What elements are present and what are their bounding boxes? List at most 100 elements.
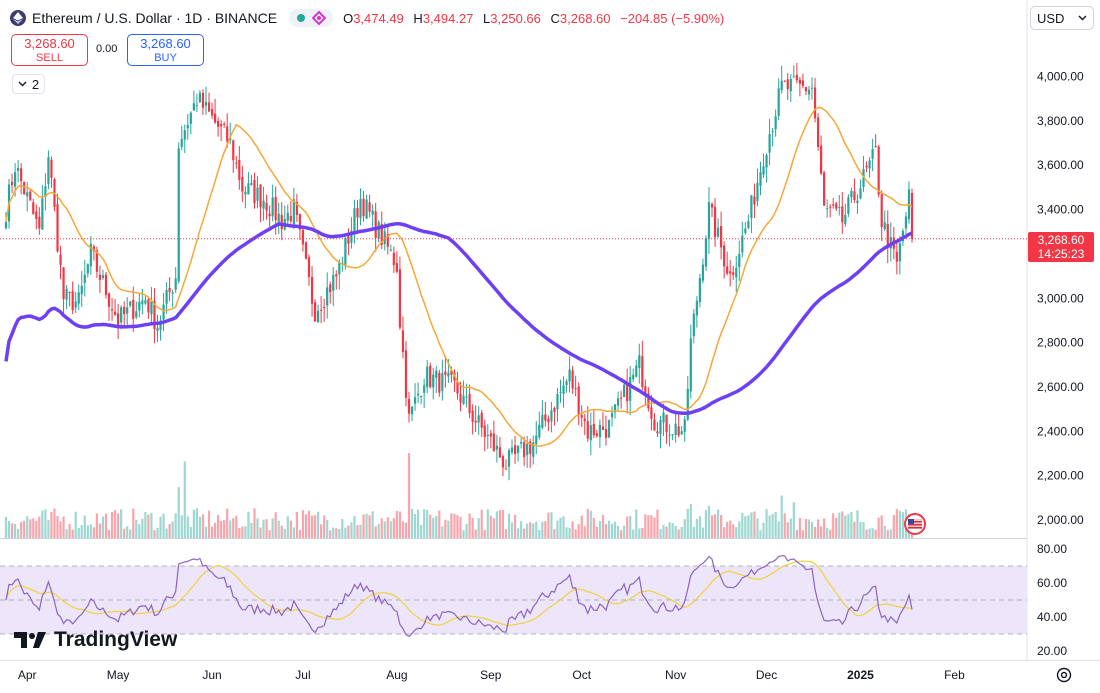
volume-bar xyxy=(695,518,698,538)
volume-bar xyxy=(892,515,895,538)
volume-bar xyxy=(580,515,583,538)
candle-body xyxy=(250,182,253,185)
volume-bar xyxy=(853,521,856,538)
candle-body xyxy=(213,113,217,123)
volume-bar xyxy=(880,515,883,538)
volume-bar xyxy=(553,529,556,538)
currency-select[interactable]: USD xyxy=(1030,6,1094,30)
volume-bar xyxy=(156,527,159,538)
candle-body xyxy=(477,415,480,423)
candle-body xyxy=(129,301,132,306)
candle-body xyxy=(529,441,532,454)
volume-bar xyxy=(529,522,532,538)
candle-body xyxy=(168,288,171,292)
volume-bar xyxy=(541,521,544,538)
volume-bar xyxy=(386,517,389,538)
volume-bar xyxy=(104,513,108,538)
candle-body xyxy=(304,242,308,259)
candle-body xyxy=(886,223,889,249)
volume-bar xyxy=(326,520,329,538)
buy-button[interactable]: 3,268.60 BUY xyxy=(127,34,204,66)
candle-body xyxy=(544,414,547,421)
volume-bar xyxy=(395,510,398,538)
candle-body xyxy=(520,442,523,444)
volume-bar xyxy=(226,508,229,538)
candle-body xyxy=(123,306,126,315)
candle-body xyxy=(762,166,765,175)
us-flag-event-icon[interactable] xyxy=(902,513,928,535)
volume-bar xyxy=(716,509,720,538)
candle-body xyxy=(471,410,474,422)
candle-body xyxy=(710,204,714,208)
volume-bar xyxy=(501,510,505,538)
volume-bar xyxy=(465,523,468,538)
indicators-toggle-button[interactable]: 2 xyxy=(12,74,45,94)
volume-bar xyxy=(523,528,526,538)
candle-body xyxy=(147,299,150,313)
volume-bar xyxy=(626,516,629,538)
volume-bar xyxy=(538,530,541,538)
volume-bar xyxy=(389,521,392,538)
candle-body xyxy=(704,238,708,267)
volume-bar xyxy=(117,513,120,538)
close-key: C xyxy=(550,10,560,26)
volume-bar xyxy=(183,461,186,538)
volume-bar xyxy=(638,528,641,538)
volume-bar xyxy=(659,529,662,538)
candle-body xyxy=(726,266,729,274)
candle-body xyxy=(13,172,17,187)
candle-body xyxy=(89,243,92,267)
volume-bar xyxy=(577,524,580,538)
candle-body xyxy=(204,101,208,106)
volume-bar xyxy=(453,513,456,538)
candle-body xyxy=(347,236,350,244)
symbol-title[interactable]: Ethereum / U.S. Dollar · 1D · BINANCE xyxy=(32,10,278,26)
time-axis-label: Nov xyxy=(665,668,686,682)
volume-bar xyxy=(259,527,262,538)
volume-bar xyxy=(113,510,117,538)
gear-icon[interactable] xyxy=(1055,666,1073,684)
volume-bar xyxy=(295,511,298,538)
volume-bar xyxy=(435,516,438,538)
volume-bar xyxy=(53,508,56,538)
volume-bar xyxy=(123,528,126,538)
volume-bar xyxy=(710,515,714,538)
candle-body xyxy=(671,434,674,436)
volume-bar xyxy=(623,525,626,538)
volume-bar xyxy=(738,521,741,538)
candle-body xyxy=(826,208,829,210)
candle-body xyxy=(498,447,502,458)
volume-bar xyxy=(265,519,268,538)
candle-body xyxy=(198,92,202,103)
sell-button[interactable]: 3,268.60 SELL xyxy=(11,34,88,66)
volume-bar xyxy=(26,516,29,538)
price-axis-label: 2,000.00 xyxy=(1037,513,1084,527)
candle-body xyxy=(595,433,598,436)
volume-bar xyxy=(701,527,705,538)
volume-bar xyxy=(532,523,535,538)
candle-body xyxy=(386,233,389,247)
candle-body xyxy=(910,193,914,239)
candle-body xyxy=(832,204,835,206)
candle-body xyxy=(723,245,726,267)
volume-bar xyxy=(4,516,8,538)
candle-body xyxy=(83,274,86,283)
price-axis-label: 3,600.00 xyxy=(1037,158,1084,172)
candle-body xyxy=(44,186,47,197)
candle-body xyxy=(4,221,8,229)
market-status-icons[interactable] xyxy=(289,9,334,27)
candle-body xyxy=(626,383,629,402)
candle-body xyxy=(535,435,538,445)
candle-body xyxy=(380,223,383,245)
price-axis-label: 2,800.00 xyxy=(1037,336,1084,350)
candle-body xyxy=(256,187,259,201)
volume-bar xyxy=(398,511,402,538)
volume-bar xyxy=(210,526,214,538)
volume-bar xyxy=(777,521,780,538)
rsi-axis-label: 60.00 xyxy=(1037,576,1067,590)
volume-bar xyxy=(50,511,53,538)
volume-bar xyxy=(283,528,286,538)
candle-body xyxy=(189,112,192,124)
candle-body xyxy=(113,311,117,315)
